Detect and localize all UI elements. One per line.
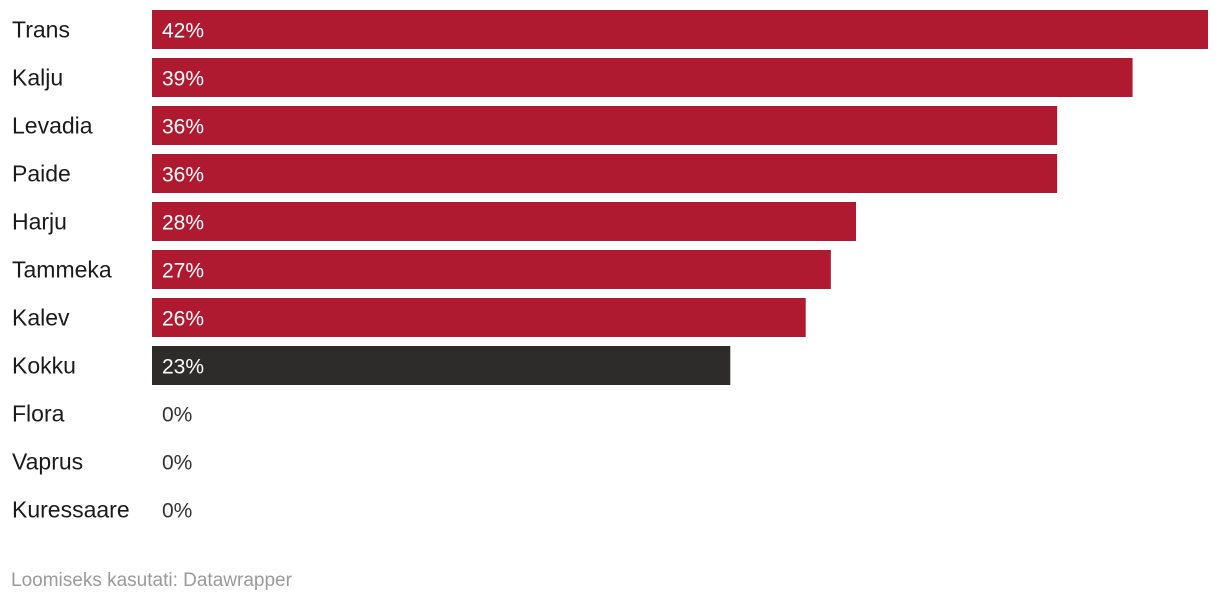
value-label: 28% xyxy=(162,212,204,235)
bar xyxy=(152,250,831,289)
category-label: Kalju xyxy=(12,65,63,91)
bar-row: Harju 28% xyxy=(12,202,856,241)
bar-row: Kuressaare 0% xyxy=(12,497,192,523)
value-label: 36% xyxy=(162,116,204,139)
bar xyxy=(152,58,1133,97)
value-label: 27% xyxy=(162,260,204,283)
value-label: 39% xyxy=(162,68,204,91)
bar xyxy=(152,154,1058,193)
category-label: Vaprus xyxy=(12,449,83,475)
value-label: 26% xyxy=(162,308,204,331)
category-label: Flora xyxy=(12,401,65,427)
category-label: Paide xyxy=(12,161,71,187)
bar-row: Kokku 23% xyxy=(12,346,731,385)
bar-row: Paide 36% xyxy=(12,154,1058,193)
bar-row: Trans 42% xyxy=(12,10,1208,49)
value-label: 0% xyxy=(162,500,192,523)
bar xyxy=(152,10,1208,49)
bar-row: Flora 0% xyxy=(12,401,192,427)
category-label: Kokku xyxy=(12,353,76,379)
category-label: Tammeka xyxy=(12,257,112,283)
bar-row: Kalev 26% xyxy=(12,298,806,337)
value-label: 23% xyxy=(162,356,204,379)
bar xyxy=(152,106,1058,145)
category-label: Trans xyxy=(12,17,70,43)
value-label: 0% xyxy=(162,404,192,427)
bar xyxy=(152,202,856,241)
bar-row: Kalju 39% xyxy=(12,58,1133,97)
bar-row: Vaprus 0% xyxy=(12,449,192,475)
value-label: 0% xyxy=(162,452,192,475)
credit-footer: Loomiseks kasutati: Datawrapper xyxy=(11,570,292,591)
bar-chart: Trans 42% Kalju 39% Levadia 36% Paide 36% Harju 2… xyxy=(12,10,1208,523)
bar xyxy=(152,298,806,337)
category-label: Harju xyxy=(12,209,67,235)
value-label: 36% xyxy=(162,164,204,187)
bar xyxy=(152,346,731,385)
value-label: 42% xyxy=(162,20,204,43)
bar-row: Tammeka 27% xyxy=(12,250,831,289)
bar-row: Levadia 36% xyxy=(12,106,1058,145)
category-label: Levadia xyxy=(12,113,93,139)
category-label: Kalev xyxy=(12,305,70,331)
category-label: Kuressaare xyxy=(12,497,130,523)
